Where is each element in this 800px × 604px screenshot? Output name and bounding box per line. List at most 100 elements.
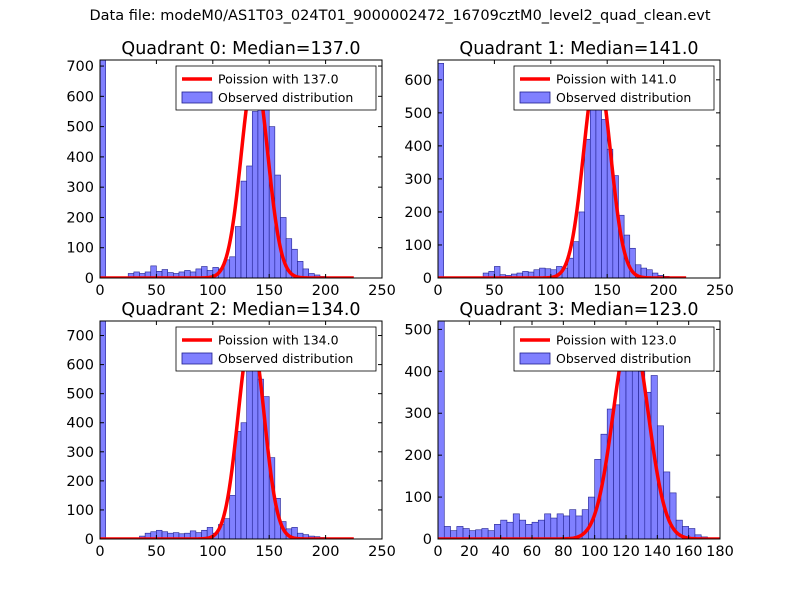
x-tick-label: 120 bbox=[612, 544, 640, 560]
legend-hist-label: Observed distribution bbox=[218, 351, 353, 366]
histogram-bar bbox=[240, 422, 247, 539]
histogram-bar bbox=[556, 513, 564, 539]
quadrant-title: Quadrant 1: Median=141.0 bbox=[459, 39, 698, 59]
poisson-curve bbox=[438, 327, 720, 539]
y-tick-label: 700 bbox=[66, 59, 94, 75]
quadrant-title: Quadrant 2: Median=134.0 bbox=[121, 300, 360, 320]
quadrant-0-panel: 0 50 100 150 200 250 0 100 200 300 400 500 600 700 Qua… bbox=[66, 39, 396, 299]
x-tick-label: 140 bbox=[643, 544, 671, 560]
y-tick-label: 0 bbox=[423, 532, 432, 548]
legend-hist-swatch bbox=[519, 91, 551, 104]
histogram-bar bbox=[251, 111, 259, 278]
x-tick-label: 50 bbox=[147, 544, 165, 560]
legend-line-label: Poission with 141.0 bbox=[556, 72, 677, 87]
y-tick-label: 100 bbox=[66, 503, 94, 519]
x-tick-label: 80 bbox=[554, 544, 572, 560]
histogram-bar bbox=[500, 519, 508, 539]
y-tick-label: 300 bbox=[404, 406, 432, 422]
quadrant-title: Quadrant 0: Median=137.0 bbox=[121, 39, 360, 59]
histogram-bar bbox=[235, 226, 242, 278]
x-tick-label: 180 bbox=[706, 544, 734, 560]
y-tick-label: 300 bbox=[404, 172, 432, 188]
histogram-bar bbox=[438, 321, 445, 539]
histogram-bar bbox=[150, 265, 157, 278]
histogram-bar bbox=[100, 321, 106, 539]
histogram-bar bbox=[619, 358, 627, 539]
histogram-bar bbox=[584, 138, 591, 278]
y-tick-label: 100 bbox=[66, 241, 94, 257]
x-tick-label: 200 bbox=[650, 283, 678, 299]
x-tick-label: 40 bbox=[491, 544, 509, 560]
x-tick-label: 150 bbox=[593, 283, 621, 299]
y-tick-label: 600 bbox=[66, 89, 94, 105]
histogram-bar bbox=[578, 211, 585, 278]
histogram-bar bbox=[601, 119, 608, 278]
histogram-bar bbox=[595, 92, 602, 278]
legend: Poission with 137.0 Observed distribution bbox=[175, 65, 377, 111]
histogram-bar bbox=[229, 495, 236, 539]
y-tick-label: 500 bbox=[404, 106, 432, 122]
x-tick-label: 150 bbox=[255, 283, 283, 299]
x-tick-label: 200 bbox=[312, 283, 340, 299]
x-tick-label: 100 bbox=[199, 544, 227, 560]
quadrant-1-panel: 0 50 100 150 200 250 0 100 200 300 400 500 600 Quadra… bbox=[404, 39, 734, 299]
y-tick-label: 400 bbox=[404, 139, 432, 155]
legend-hist-label: Observed distribution bbox=[556, 90, 691, 105]
legend-line-label: Poission with 134.0 bbox=[218, 333, 339, 348]
y-tick-label: 200 bbox=[404, 448, 432, 464]
histogram-bar bbox=[525, 524, 533, 539]
x-tick-label: 0 bbox=[433, 544, 442, 560]
histogram-bar bbox=[438, 63, 444, 278]
x-tick-label: 60 bbox=[523, 544, 541, 560]
histogram-bar bbox=[100, 60, 106, 278]
histogram-bar bbox=[456, 526, 464, 539]
y-tick-label: 300 bbox=[66, 180, 94, 196]
x-tick-label: 0 bbox=[433, 283, 442, 299]
legend: Poission with 141.0 Observed distribution bbox=[513, 65, 715, 111]
histogram-bar bbox=[229, 256, 236, 278]
x-tick-label: 0 bbox=[95, 283, 104, 299]
x-tick-label: 20 bbox=[460, 544, 478, 560]
legend-hist-swatch bbox=[181, 352, 213, 365]
quadrant-3-data bbox=[438, 321, 720, 539]
y-tick-label: 0 bbox=[85, 532, 94, 548]
legend-hist-label: Observed distribution bbox=[218, 90, 353, 105]
x-tick-label: 250 bbox=[706, 283, 734, 299]
y-tick-label: 100 bbox=[404, 490, 432, 506]
histogram-bar bbox=[531, 521, 539, 539]
y-tick-label: 200 bbox=[66, 210, 94, 226]
histogram-bar bbox=[573, 241, 580, 278]
axes-frame bbox=[99, 320, 383, 540]
y-tick-label: 500 bbox=[66, 387, 94, 403]
histogram-bar bbox=[613, 404, 621, 539]
y-tick-label: 0 bbox=[423, 271, 432, 287]
y-tick-label: 0 bbox=[85, 271, 94, 287]
histogram-bar bbox=[512, 513, 520, 539]
legend: Poission with 123.0 Observed distribution bbox=[513, 326, 715, 372]
histogram-bar bbox=[638, 371, 646, 539]
x-tick-label: 0 bbox=[95, 544, 104, 560]
histogram-bar bbox=[519, 519, 527, 539]
legend-hist-label: Observed distribution bbox=[556, 351, 691, 366]
histogram-bar bbox=[569, 509, 577, 539]
histogram-bar bbox=[550, 517, 558, 539]
quadrant-2-data bbox=[100, 321, 355, 539]
histogram-bar bbox=[494, 524, 501, 539]
histogram-bar bbox=[544, 513, 552, 539]
x-tick-label: 100 bbox=[581, 544, 609, 560]
histogram-bar bbox=[246, 361, 253, 539]
y-tick-label: 700 bbox=[66, 329, 94, 345]
figure-suptitle: Data file: modeM0/AS1T03_024T01_90000024… bbox=[89, 8, 711, 24]
x-tick-label: 160 bbox=[675, 544, 703, 560]
x-tick-label: 200 bbox=[312, 544, 340, 560]
x-tick-label: 150 bbox=[255, 544, 283, 560]
histogram-bar bbox=[537, 519, 545, 539]
y-tick-label: 500 bbox=[66, 120, 94, 136]
x-tick-label: 50 bbox=[485, 283, 503, 299]
x-tick-label: 250 bbox=[368, 283, 396, 299]
histogram-bar bbox=[240, 180, 247, 278]
poisson-curve bbox=[100, 333, 355, 539]
legend-hist-swatch bbox=[181, 91, 213, 104]
